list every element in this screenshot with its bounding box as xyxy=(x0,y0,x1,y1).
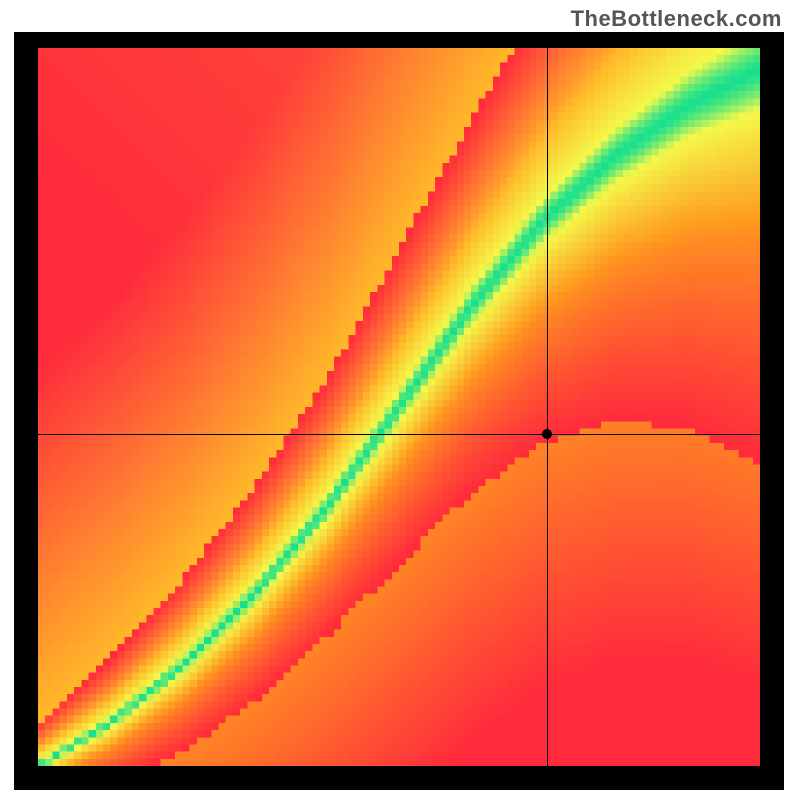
heatmap-plot xyxy=(38,48,760,766)
root: TheBottleneck.com xyxy=(0,0,800,800)
plot-frame xyxy=(14,32,784,790)
crosshair-horizontal xyxy=(38,434,760,435)
crosshair-marker[interactable] xyxy=(542,429,552,439)
heatmap-canvas xyxy=(38,48,760,766)
crosshair-vertical xyxy=(547,48,548,766)
watermark-text: TheBottleneck.com xyxy=(571,6,782,32)
